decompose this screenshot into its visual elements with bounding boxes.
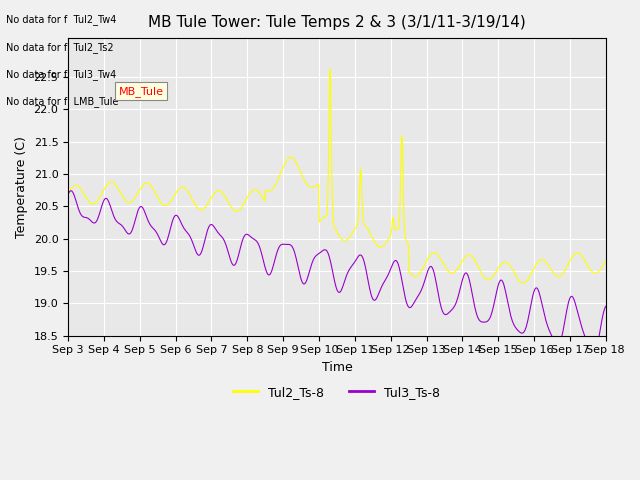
Text: MB_Tule: MB_Tule bbox=[118, 85, 163, 96]
Tul3_Ts-8 bbox=[185, 231, 193, 237]
Tul3_Ts-8 bbox=[419, 284, 426, 290]
Text: No data for f  Tul2_Tw4: No data for f Tul2_Tw4 bbox=[6, 14, 116, 25]
Tul2_Ts-8 bbox=[602, 258, 609, 264]
Legend: Tul2_Ts-8, Tul3_Ts-8: Tul2_Ts-8, Tul3_Ts-8 bbox=[228, 381, 445, 404]
Y-axis label: Temperature (C): Temperature (C) bbox=[15, 136, 28, 238]
Tul2_Ts-8 bbox=[74, 183, 82, 189]
Text: No data for f  Tul2_Ts2: No data for f Tul2_Ts2 bbox=[6, 42, 114, 53]
Tul2_Ts-8 bbox=[184, 189, 191, 194]
Tul2_Ts-8 bbox=[129, 197, 137, 203]
Line: Tul3_Ts-8: Tul3_Ts-8 bbox=[68, 191, 605, 356]
Line: Tul2_Ts-8: Tul2_Ts-8 bbox=[68, 69, 605, 283]
Tul3_Ts-8 bbox=[589, 353, 597, 359]
Tul2_Ts-8 bbox=[419, 266, 426, 272]
Tul2_Ts-8 bbox=[64, 191, 72, 196]
Tul3_Ts-8 bbox=[602, 303, 609, 309]
Tul2_Ts-8 bbox=[403, 239, 411, 244]
Tul3_Ts-8 bbox=[130, 222, 138, 228]
Tul3_Ts-8 bbox=[75, 206, 83, 212]
X-axis label: Time: Time bbox=[321, 361, 352, 374]
Tul3_Ts-8 bbox=[67, 188, 75, 193]
Tul2_Ts-8 bbox=[212, 189, 220, 194]
Tul2_Ts-8 bbox=[520, 280, 527, 286]
Tul3_Ts-8 bbox=[64, 192, 72, 197]
Tul3_Ts-8 bbox=[403, 300, 411, 306]
Title: MB Tule Tower: Tule Temps 2 & 3 (3/1/11-3/19/14): MB Tule Tower: Tule Temps 2 & 3 (3/1/11-… bbox=[148, 15, 526, 30]
Tul3_Ts-8 bbox=[213, 228, 221, 234]
Text: No data for f  Tul3_Tw4: No data for f Tul3_Tw4 bbox=[6, 69, 116, 80]
Text: No data for f  LMB_Tule: No data for f LMB_Tule bbox=[6, 96, 119, 108]
Tul2_Ts-8 bbox=[326, 66, 333, 72]
